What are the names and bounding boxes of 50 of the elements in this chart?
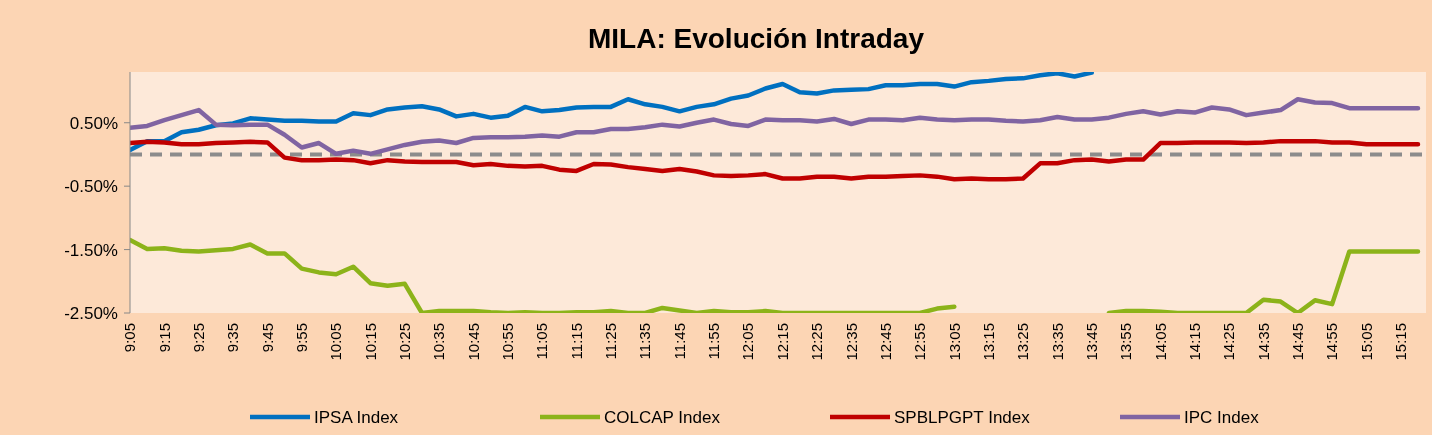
line-series: [130, 138, 1421, 182]
x-tick-label: 14:25: [1220, 323, 1238, 361]
y-tick-label: -0.50%: [64, 177, 118, 197]
line-series: [130, 97, 1421, 157]
x-tick-label: 12:35: [842, 323, 860, 361]
x-tick-label: 13:45: [1082, 323, 1100, 361]
x-tick-label: 11:15: [567, 323, 585, 360]
x-tick-label: 10:55: [499, 323, 517, 361]
legend-label: IPSA Index: [314, 407, 399, 427]
x-tick-label: 11:35: [636, 323, 654, 360]
x-tick-label: 11:55: [705, 323, 723, 360]
x-tick-label: 9:05: [121, 323, 139, 353]
x-tick-label: 10:35: [430, 323, 448, 361]
x-tick-label: 15:05: [1357, 323, 1375, 361]
x-tick-label: 11:25: [602, 323, 620, 360]
x-tick-label: 14:05: [1151, 323, 1169, 361]
line-series: [130, 72, 1094, 153]
x-tick-label: 11:05: [533, 323, 551, 360]
x-tick-label: 14:15: [1186, 323, 1203, 361]
y-tick-label: -2.50%: [64, 303, 118, 323]
x-tick-label: 13:55: [1117, 323, 1135, 361]
x-tick-label: 13:35: [1048, 323, 1066, 361]
x-tick-label: 9:15: [155, 323, 173, 353]
x-tick-label: 14:55: [1323, 323, 1341, 361]
x-tick-label: 10:05: [327, 323, 345, 361]
x-tick-label: 9:55: [292, 323, 310, 353]
x-tick-label: 10:15: [361, 323, 379, 361]
chart-title: MILA: Evolución Intraday: [587, 23, 925, 54]
x-tick-label: 12:05: [739, 323, 757, 361]
x-tick-label: 11:45: [670, 323, 688, 360]
y-tick-label: -1.50%: [64, 240, 118, 260]
legend-label: IPC Index: [1184, 407, 1260, 427]
x-tick-label: 10:25: [396, 323, 414, 361]
x-tick-label: 12:15: [773, 323, 791, 361]
x-tick-label: 14:35: [1254, 323, 1272, 361]
x-tick-label: 12:25: [808, 323, 826, 361]
x-tick-label: 9:45: [258, 323, 276, 353]
x-tick-label: 13:05: [945, 323, 963, 361]
y-tick-label: 0.50%: [69, 113, 118, 133]
x-tick-label: 9:35: [224, 323, 242, 353]
x-tick-label: 12:55: [911, 323, 929, 361]
legend-label: COLCAP Index: [604, 407, 721, 427]
x-tick-label: 9:25: [189, 323, 207, 353]
x-tick-label: 13:25: [1014, 323, 1032, 361]
legend-label: SPBLPGPT Index: [894, 407, 1031, 427]
x-tick-label: 13:15: [979, 323, 997, 361]
x-tick-label: 10:45: [464, 323, 482, 361]
x-tick-label: 15:15: [1392, 323, 1410, 361]
x-tick-label: 14:45: [1289, 323, 1307, 361]
x-tick-label: 12:45: [876, 323, 894, 361]
